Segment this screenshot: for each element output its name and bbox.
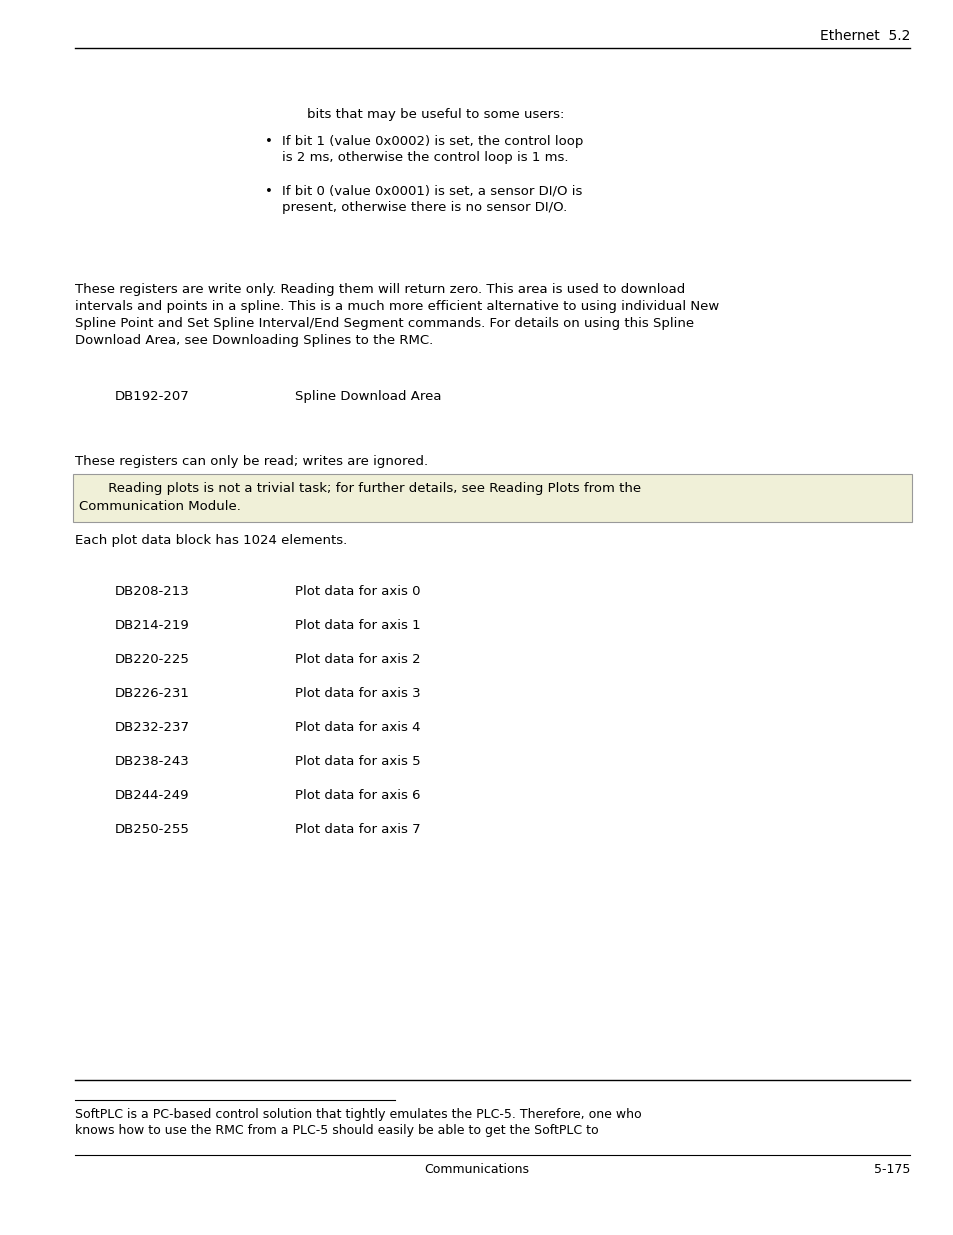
Text: Plot data for axis 0: Plot data for axis 0 [294,585,420,598]
Text: These registers can only be read; writes are ignored.: These registers can only be read; writes… [75,454,428,468]
Text: intervals and points in a spline. This is a much more efficient alternative to u: intervals and points in a spline. This i… [75,300,719,312]
Text: Communication Module.: Communication Module. [79,500,240,513]
Text: Plot data for axis 6: Plot data for axis 6 [294,789,420,802]
Text: DB226-231: DB226-231 [115,687,190,700]
Text: 5-175: 5-175 [873,1163,909,1176]
FancyBboxPatch shape [73,474,911,522]
Text: SoftPLC is a PC-based control solution that tightly emulates the PLC-5. Therefor: SoftPLC is a PC-based control solution t… [75,1108,641,1121]
Text: DB238-243: DB238-243 [115,755,190,768]
Text: DB250-255: DB250-255 [115,823,190,836]
Text: knows how to use the RMC from a PLC-5 should easily be able to get the SoftPLC t: knows how to use the RMC from a PLC-5 sh… [75,1124,598,1137]
Text: Spline Download Area: Spline Download Area [294,390,441,403]
Text: Plot data for axis 7: Plot data for axis 7 [294,823,420,836]
Text: Plot data for axis 1: Plot data for axis 1 [294,619,420,632]
Text: If bit 0 (value 0x0001) is set, a sensor DI/O is: If bit 0 (value 0x0001) is set, a sensor… [282,185,581,198]
Text: Spline Point and Set Spline Interval/End Segment commands. For details on using : Spline Point and Set Spline Interval/End… [75,317,694,330]
Text: Plot data for axis 5: Plot data for axis 5 [294,755,420,768]
Text: Plot data for axis 3: Plot data for axis 3 [294,687,420,700]
Text: DB220-225: DB220-225 [115,653,190,666]
Text: DB192-207: DB192-207 [115,390,190,403]
Text: is 2 ms, otherwise the control loop is 1 ms.: is 2 ms, otherwise the control loop is 1… [282,151,568,164]
Text: Reading plots is not a trivial task; for further details, see Reading Plots from: Reading plots is not a trivial task; for… [87,482,640,495]
Text: DB208-213: DB208-213 [115,585,190,598]
Text: Ethernet  5.2: Ethernet 5.2 [819,28,909,43]
Text: DB244-249: DB244-249 [115,789,190,802]
Text: Communications: Communications [424,1163,529,1176]
Text: present, otherwise there is no sensor DI/O.: present, otherwise there is no sensor DI… [282,201,567,214]
Text: Each plot data block has 1024 elements.: Each plot data block has 1024 elements. [75,534,347,547]
Text: Plot data for axis 4: Plot data for axis 4 [294,721,420,734]
Text: DB232-237: DB232-237 [115,721,190,734]
Text: •: • [265,185,273,198]
Text: These registers are write only. Reading them will return zero. This area is used: These registers are write only. Reading … [75,283,684,296]
Text: If bit 1 (value 0x0002) is set, the control loop: If bit 1 (value 0x0002) is set, the cont… [282,135,583,148]
Text: •: • [265,135,273,148]
Text: DB214-219: DB214-219 [115,619,190,632]
Text: Plot data for axis 2: Plot data for axis 2 [294,653,420,666]
Text: Download Area, see Downloading Splines to the RMC.: Download Area, see Downloading Splines t… [75,333,433,347]
Text: bits that may be useful to some users:: bits that may be useful to some users: [307,107,564,121]
